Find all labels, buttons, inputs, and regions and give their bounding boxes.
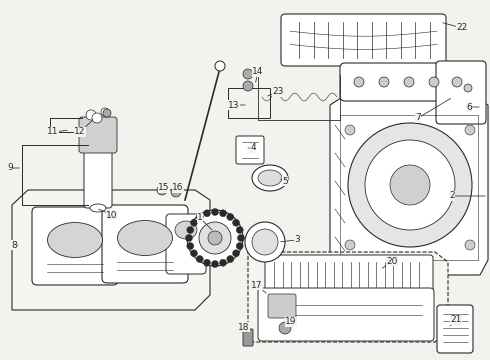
- Circle shape: [208, 231, 222, 245]
- FancyBboxPatch shape: [236, 136, 264, 164]
- FancyBboxPatch shape: [32, 207, 118, 285]
- Text: 3: 3: [294, 235, 300, 244]
- Circle shape: [279, 322, 291, 334]
- FancyBboxPatch shape: [265, 255, 433, 293]
- Ellipse shape: [48, 222, 102, 257]
- Circle shape: [215, 61, 225, 71]
- FancyBboxPatch shape: [102, 205, 188, 283]
- FancyBboxPatch shape: [340, 63, 458, 101]
- Circle shape: [227, 256, 234, 262]
- Text: 13: 13: [228, 100, 240, 109]
- Circle shape: [227, 213, 234, 220]
- Polygon shape: [330, 92, 488, 275]
- Circle shape: [203, 210, 211, 217]
- Circle shape: [243, 69, 253, 79]
- Polygon shape: [12, 190, 210, 310]
- Circle shape: [365, 140, 455, 230]
- Circle shape: [196, 256, 203, 262]
- Circle shape: [238, 234, 245, 242]
- Text: 11: 11: [47, 127, 59, 136]
- Circle shape: [245, 222, 285, 262]
- Circle shape: [429, 77, 439, 87]
- Circle shape: [191, 219, 197, 226]
- Circle shape: [187, 243, 194, 249]
- Text: 8: 8: [11, 240, 17, 249]
- Circle shape: [212, 261, 219, 267]
- Circle shape: [345, 240, 355, 250]
- Circle shape: [452, 77, 462, 87]
- Text: 15: 15: [158, 184, 170, 193]
- FancyBboxPatch shape: [84, 142, 112, 208]
- Circle shape: [233, 219, 240, 226]
- Text: 21: 21: [450, 315, 462, 324]
- Circle shape: [379, 77, 389, 87]
- Circle shape: [103, 109, 111, 117]
- Circle shape: [252, 229, 278, 255]
- Circle shape: [236, 243, 243, 249]
- FancyBboxPatch shape: [243, 329, 253, 346]
- Text: 22: 22: [456, 23, 467, 32]
- Circle shape: [220, 259, 226, 266]
- Circle shape: [187, 226, 194, 234]
- Circle shape: [404, 77, 414, 87]
- FancyBboxPatch shape: [281, 14, 446, 66]
- Circle shape: [345, 125, 355, 135]
- Circle shape: [233, 250, 240, 257]
- Text: 1: 1: [197, 213, 203, 222]
- Ellipse shape: [118, 220, 172, 256]
- Circle shape: [220, 210, 226, 217]
- Text: 6: 6: [466, 103, 472, 112]
- Circle shape: [171, 187, 181, 197]
- Circle shape: [465, 125, 475, 135]
- Text: 9: 9: [7, 163, 13, 172]
- Circle shape: [187, 210, 243, 266]
- Polygon shape: [248, 252, 448, 342]
- Circle shape: [354, 77, 364, 87]
- Circle shape: [212, 208, 219, 216]
- Circle shape: [191, 250, 197, 257]
- Text: 14: 14: [252, 68, 264, 77]
- Text: 4: 4: [250, 144, 256, 153]
- Text: 18: 18: [238, 323, 250, 332]
- Circle shape: [203, 259, 211, 266]
- Ellipse shape: [90, 204, 106, 212]
- Ellipse shape: [258, 170, 282, 186]
- Text: 12: 12: [74, 127, 86, 136]
- FancyBboxPatch shape: [437, 305, 473, 353]
- Text: 23: 23: [272, 87, 284, 96]
- FancyBboxPatch shape: [268, 294, 296, 318]
- FancyBboxPatch shape: [436, 61, 486, 124]
- Circle shape: [196, 213, 203, 220]
- Circle shape: [92, 113, 102, 123]
- Circle shape: [348, 123, 472, 247]
- FancyBboxPatch shape: [258, 288, 434, 341]
- Circle shape: [186, 234, 193, 242]
- Text: 7: 7: [415, 113, 421, 122]
- Text: 20: 20: [386, 256, 398, 266]
- Text: 5: 5: [282, 176, 288, 185]
- Text: 17: 17: [251, 280, 263, 289]
- Circle shape: [236, 226, 243, 234]
- Text: 2: 2: [449, 192, 455, 201]
- Circle shape: [390, 165, 430, 205]
- Circle shape: [157, 185, 167, 195]
- Text: 16: 16: [172, 184, 184, 193]
- Ellipse shape: [252, 165, 288, 191]
- Circle shape: [101, 108, 109, 116]
- Text: 19: 19: [285, 318, 297, 327]
- Ellipse shape: [175, 221, 197, 239]
- Text: 10: 10: [106, 211, 118, 220]
- FancyBboxPatch shape: [79, 117, 117, 153]
- Circle shape: [243, 81, 253, 91]
- FancyBboxPatch shape: [166, 214, 206, 274]
- Circle shape: [465, 240, 475, 250]
- Circle shape: [464, 84, 472, 92]
- Circle shape: [199, 222, 231, 254]
- Circle shape: [86, 110, 96, 120]
